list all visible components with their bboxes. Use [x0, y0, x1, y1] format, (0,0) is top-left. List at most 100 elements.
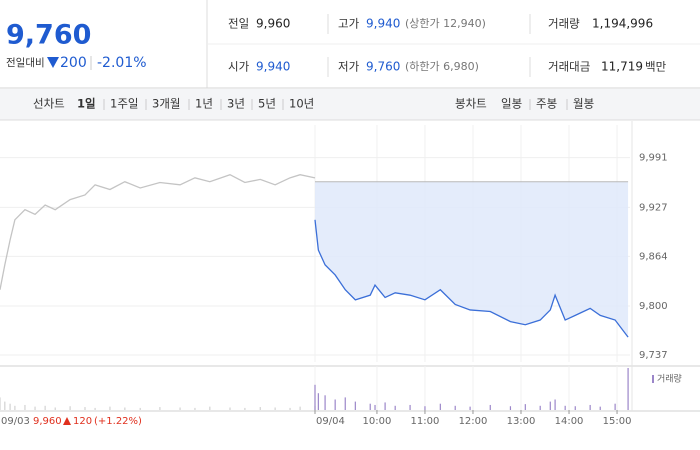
x-tick-label: 09/04 [316, 416, 345, 427]
stat-label: 거래량 [548, 17, 580, 31]
volume-bar [394, 405, 396, 410]
volume-bar [524, 404, 526, 410]
volume-bar [314, 384, 316, 410]
stat-value: 1,194,996 [592, 17, 653, 31]
x-tick-label: 14:00 [555, 416, 584, 427]
volume-bar [244, 407, 246, 410]
x-tick-label: 10:00 [363, 416, 392, 427]
volume-bar [574, 406, 576, 410]
current-price: 9,760 [6, 20, 91, 51]
volume-bar [179, 407, 181, 410]
y-tick-label: 9,737 [639, 350, 668, 361]
stat-label: 전일 [228, 17, 249, 31]
volume-bar [549, 401, 551, 410]
stat-value: 9,760 [366, 60, 400, 74]
tab-group-label: 봉차트 [455, 97, 487, 111]
volume-bar [34, 406, 36, 410]
volume-bar [614, 403, 616, 410]
volume-bar [374, 404, 376, 410]
volume-bar [554, 399, 556, 410]
volume-bar [409, 404, 411, 410]
volume-bar [599, 406, 601, 410]
prev-change-pct: (+1.22%) [94, 416, 142, 427]
volume-bar [94, 407, 96, 410]
volume-bar [369, 403, 371, 410]
tab[interactable]: 1일 [77, 97, 96, 111]
volume-bar [589, 404, 591, 410]
tabs: 선차트 1일 1주일 3개월 1년 3년 5년 10년 봉차트 일봉 주봉 월봉 [33, 97, 594, 111]
volume-bar [334, 399, 336, 410]
area-fill [315, 181, 629, 338]
volume-bar [84, 407, 86, 410]
stat-value: 9,960 [256, 17, 290, 31]
volume-bar [564, 405, 566, 410]
tab[interactable]: 3개월 [152, 97, 180, 111]
tab[interactable]: 1주일 [110, 97, 138, 111]
stat-unit: 백만 [645, 60, 667, 74]
tab[interactable]: 월봉 [573, 97, 594, 111]
up-icon [63, 417, 71, 425]
volume-bar [259, 407, 261, 410]
tab[interactable]: 5년 [258, 97, 276, 111]
tab[interactable]: 10년 [289, 97, 314, 111]
volume-bar [469, 406, 471, 410]
legend-label: 거래량 [657, 373, 682, 385]
volume-bar [274, 407, 276, 410]
x-tick-label: 12:00 [459, 416, 488, 427]
y-tick-label: 9,927 [639, 202, 668, 213]
prev-date: 09/03 [1, 416, 30, 427]
volume-bar [317, 393, 319, 410]
x-tick-label: 15:00 [603, 416, 632, 427]
tab-bar [0, 89, 700, 120]
tab[interactable]: 3년 [227, 97, 245, 111]
stat-label: 저가 [338, 60, 360, 74]
volume-bar [424, 406, 426, 410]
volume-bar [439, 403, 441, 410]
stat-label: 시가 [228, 60, 250, 74]
legend-swatch [652, 375, 654, 383]
prev-change: 120 [73, 416, 92, 427]
volume-bar [627, 368, 629, 410]
volume-bar [229, 407, 231, 410]
volume-bar [44, 405, 46, 410]
stat-label: 거래대금 [548, 60, 590, 74]
volume-bar [299, 406, 301, 410]
volume-bar [539, 405, 541, 410]
stat-value: 9,940 [256, 60, 290, 74]
volume-bar [324, 395, 326, 410]
down-icon [47, 57, 59, 68]
volume-bar [14, 405, 16, 410]
volume-bar [109, 406, 111, 410]
volume-bar [124, 407, 126, 410]
tab[interactable]: 1년 [195, 97, 213, 111]
volume-bar [159, 407, 161, 410]
tab[interactable]: 일봉 [501, 97, 522, 111]
volume-bar [344, 397, 346, 410]
volume-bar [209, 406, 211, 410]
volume-bar [4, 401, 6, 410]
tab-group-label: 선차트 [33, 97, 65, 111]
stat-label: 고가 [338, 17, 360, 31]
stat-value: 9,940 [366, 17, 400, 31]
volume-bar [509, 406, 512, 410]
volume-bar [384, 402, 386, 410]
volume-bar [289, 407, 291, 410]
prev-close: 9,960 [33, 416, 62, 427]
volume-bar [454, 405, 456, 410]
volume-bar [69, 406, 71, 410]
price-line [314, 219, 629, 338]
tab[interactable]: 주봉 [536, 97, 557, 111]
volume-bar [54, 407, 56, 410]
volume-bar [24, 404, 26, 410]
stat-value: 11,719 [601, 60, 643, 74]
y-tick-label: 9,864 [639, 251, 668, 262]
change: 200 [60, 55, 87, 71]
volume-bar [139, 407, 141, 410]
change-label: 전일대비 [6, 56, 45, 69]
volume-bar [9, 403, 11, 410]
y-tick-label: 9,991 [639, 153, 668, 164]
change-pct: -2.01% [97, 55, 147, 71]
price-line [0, 174, 316, 290]
x-tick-label: 13:00 [507, 416, 536, 427]
